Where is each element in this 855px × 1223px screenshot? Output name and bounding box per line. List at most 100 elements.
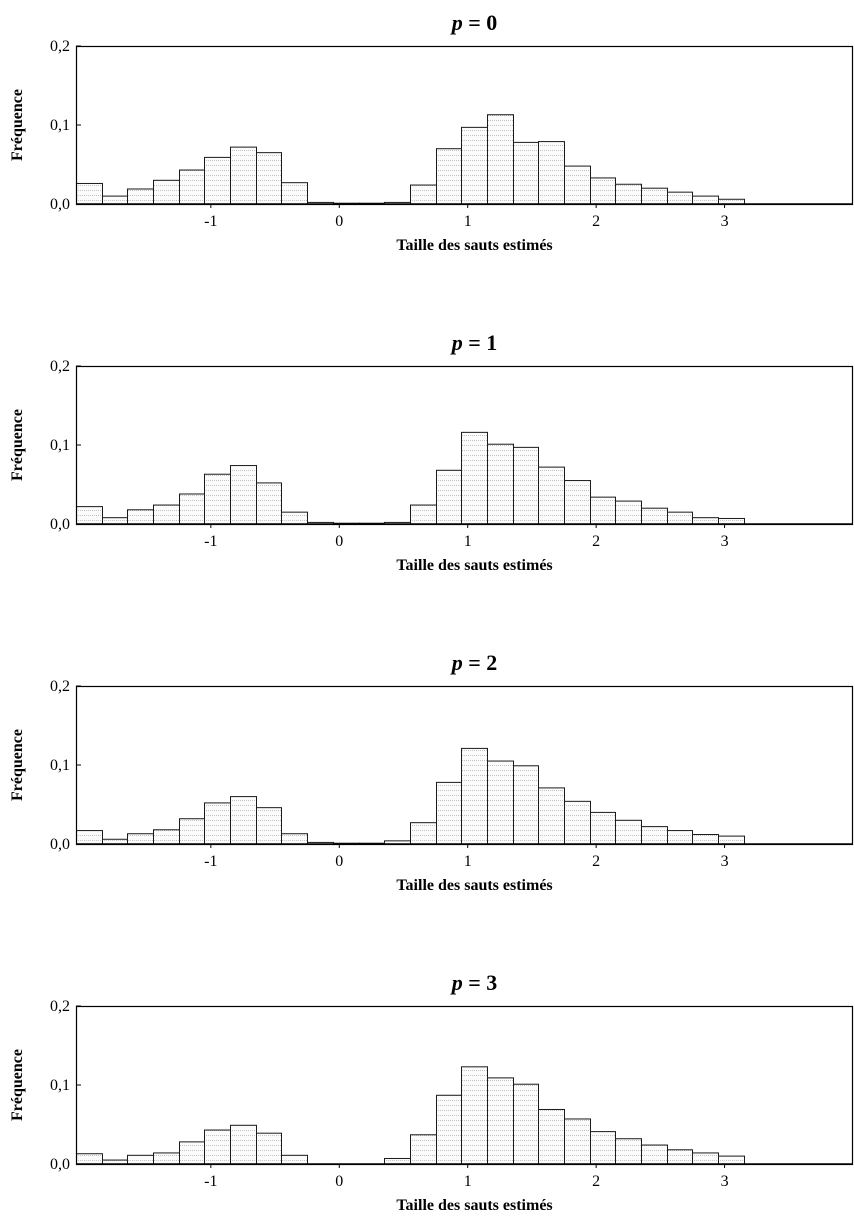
histogram-bar [590,1131,616,1165]
x-axis-label: Taille des sauts estimés [396,557,552,574]
histogram-bar [487,114,514,205]
histogram-bar [281,511,308,525]
histogram-bar [256,482,282,525]
panel-title: p = 2 [450,650,498,675]
y-tick-label: 0,2 [50,38,70,55]
x-tick-label: -1 [204,213,217,230]
panel-title: p = 3 [450,970,498,995]
histogram-bar [641,187,668,205]
histogram-bar [127,509,154,525]
histogram-bar [153,179,180,205]
panel-title: p = 1 [450,330,498,355]
histogram-bar [564,800,591,845]
histogram-bar [667,191,693,205]
histogram-bar [538,1108,565,1165]
histogram-bar [230,465,257,525]
x-axis-label: Taille des sauts estimés [396,237,552,254]
panel-title-variable: p [450,650,463,675]
histogram-bar [513,141,539,205]
histogram-bar [102,195,128,205]
histogram-bar [487,1077,514,1165]
histogram-bar [590,496,616,525]
histogram-bar [256,1132,282,1165]
histogram-bar [641,1144,668,1165]
x-tick-label: 1 [464,1173,472,1190]
histogram-bar [281,1154,308,1165]
x-tick-label: 1 [464,853,472,870]
y-axis-label: Fréquence [9,1049,26,1121]
y-tick-label: 0,2 [50,358,70,375]
histogram-bar [436,148,462,205]
histogram-bar [436,781,462,845]
histogram-bar [461,431,488,525]
histogram-bar [513,1083,539,1165]
histogram-bar [538,141,565,205]
x-tick-label: 3 [721,853,729,870]
x-tick-label: 0 [335,853,343,870]
panel-title-value: = 2 [463,650,498,675]
panel-title-value: = 0 [463,10,498,35]
histogram-bar [127,833,154,845]
histogram-bar [127,1154,154,1165]
y-tick-label: 0,1 [50,757,70,774]
histogram-bar [590,811,616,845]
x-tick-label: 0 [335,213,343,230]
histogram-bar [692,195,719,205]
y-tick-label: 0,1 [50,437,70,454]
histogram-bar [410,822,437,845]
histogram-bar [410,184,437,205]
panel-title: p = 0 [450,10,498,35]
histogram-bar [76,830,103,845]
panel-title-value: = 3 [463,970,498,995]
histogram-bar [641,507,668,525]
histogram-bar [564,1118,591,1165]
histogram-bar [179,493,205,525]
x-tick-label: 3 [721,533,729,550]
histogram-bar [204,802,231,845]
histogram-bar [230,796,257,845]
histogram-bar [461,126,488,205]
histogram-bar [667,1149,693,1165]
histogram-bar [692,834,719,845]
histogram-bar [281,833,308,845]
histogram-bar [487,760,514,845]
histogram-panel-3: p = 3 0,0 0,1 0,2 -1 0 1 2 3 Taille des sauts est… [9,970,854,1214]
panel-title-variable: p [450,330,463,355]
y-axis-label: Fréquence [9,409,26,481]
histogram-bar [410,1134,437,1165]
histogram-bar [718,517,745,525]
y-tick-label: 0,1 [50,117,70,134]
histogram-bar [692,517,719,525]
panel-title-variable: p [450,10,463,35]
histogram-bar [384,1157,411,1165]
histogram-bar [179,169,205,205]
histogram-bar [410,504,437,525]
x-tick-label: 0 [335,1173,343,1190]
x-tick-label: 3 [721,213,729,230]
histogram-bar [281,182,308,205]
histogram-bar [590,177,616,205]
histogram-bar [204,473,231,525]
histogram-bar [230,146,257,205]
histogram-bar [718,1155,745,1165]
histogram-bar [564,480,591,525]
x-tick-label: 2 [592,533,600,550]
histogram-bar [538,787,565,845]
histogram-bar [513,765,539,845]
histogram-bar [615,1138,642,1165]
histogram-bar [204,156,231,205]
histogram-bar [204,1129,231,1165]
histogram-bar [538,466,565,525]
x-tick-label: 1 [464,533,472,550]
histogram-bar [76,506,103,525]
histogram-bar [641,826,668,845]
x-tick-label: 3 [721,1173,729,1190]
histogram-bar [436,469,462,525]
histogram-bar [461,747,488,845]
histogram-panel-2: p = 2 0,0 0,1 0,2 -1 0 1 2 3 Taille des sauts est… [9,650,854,894]
histogram-bar [436,1094,462,1165]
histogram-bar [153,829,180,845]
histogram-bar [692,1152,719,1165]
y-axis-label: Fréquence [9,89,26,161]
